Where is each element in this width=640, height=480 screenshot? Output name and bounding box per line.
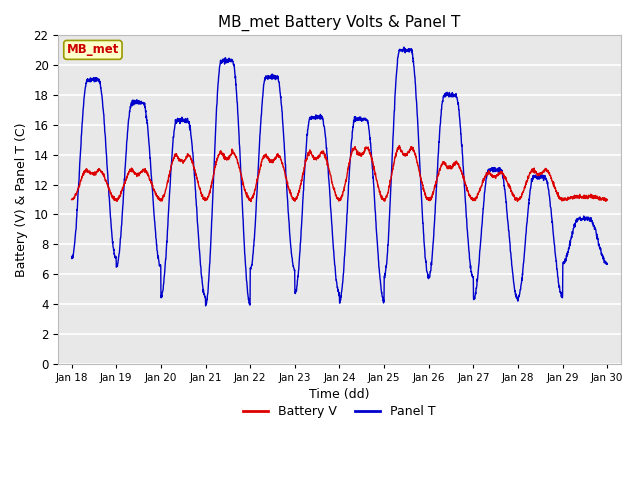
Panel T	[68, 254, 76, 260]
Battery V	[141, 168, 149, 173]
Panel T	[604, 261, 611, 267]
Battery V	[127, 167, 134, 173]
Battery V	[311, 156, 319, 162]
Battery V	[247, 199, 255, 204]
Panel T	[522, 232, 529, 238]
Battery V	[83, 168, 90, 173]
Panel T	[141, 105, 149, 111]
Panel T	[400, 44, 408, 50]
Battery V	[396, 143, 403, 148]
Panel T	[109, 243, 117, 249]
Panel T	[127, 104, 134, 109]
Panel T	[83, 81, 90, 86]
Text: MB_met: MB_met	[67, 43, 119, 56]
Line: Battery V: Battery V	[72, 145, 607, 202]
Legend: Battery V, Panel T: Battery V, Panel T	[238, 400, 441, 423]
Line: Panel T: Panel T	[72, 47, 607, 306]
X-axis label: Time (dd): Time (dd)	[309, 388, 370, 401]
Battery V	[68, 196, 76, 202]
Title: MB_met Battery Volts & Panel T: MB_met Battery Volts & Panel T	[218, 15, 461, 31]
Y-axis label: Battery (V) & Panel T (C): Battery (V) & Panel T (C)	[15, 122, 28, 277]
Battery V	[522, 180, 529, 186]
Panel T	[311, 116, 319, 121]
Battery V	[604, 197, 611, 203]
Battery V	[109, 194, 117, 200]
Panel T	[202, 303, 209, 309]
